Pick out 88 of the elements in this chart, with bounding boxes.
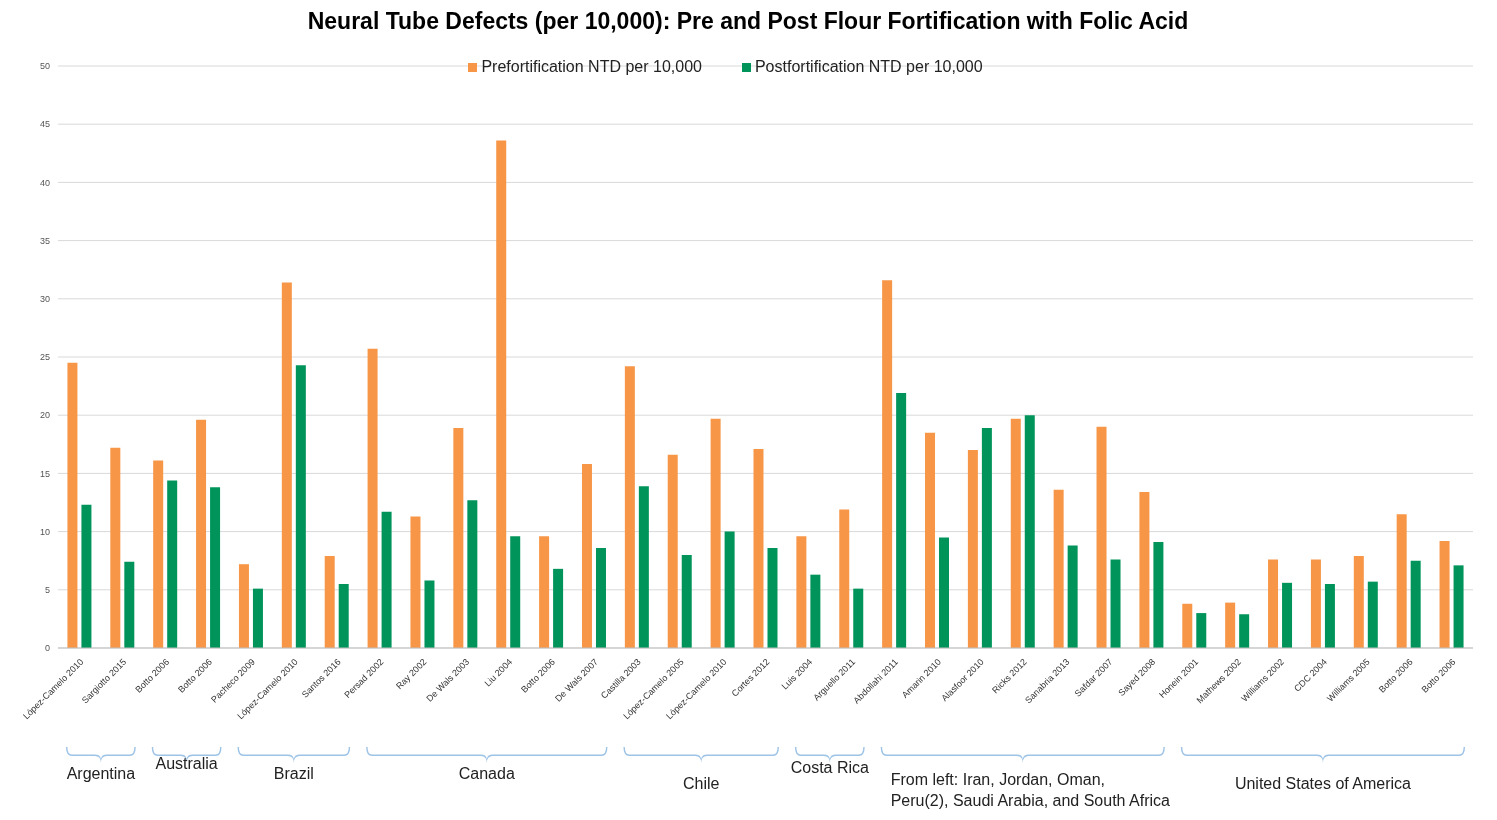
bar xyxy=(1396,514,1407,648)
bar xyxy=(1110,559,1121,648)
y-tick-label: 50 xyxy=(39,61,50,72)
y-tick-label: 45 xyxy=(39,119,50,130)
text: Costa Rica xyxy=(790,759,870,776)
bar xyxy=(1453,565,1464,648)
bar xyxy=(767,547,778,648)
text: Argentina xyxy=(66,765,136,782)
bar xyxy=(1324,583,1335,648)
y-tick-label: 40 xyxy=(39,177,50,188)
y-tick-label: 0 xyxy=(44,643,50,654)
bar xyxy=(810,574,821,648)
bar xyxy=(1053,489,1064,648)
bar xyxy=(882,280,893,648)
bar xyxy=(1010,418,1021,648)
text: Australia xyxy=(155,755,218,772)
y-tick-label: 25 xyxy=(39,352,50,363)
bar xyxy=(124,561,135,648)
bar xyxy=(338,583,349,648)
bar xyxy=(110,447,121,648)
bar xyxy=(324,556,335,648)
text: From left: Iran, Jordan, Oman, Peru(2), Saudi Arabia, and South Africa xyxy=(890,771,1171,809)
bar xyxy=(367,348,378,648)
bar xyxy=(496,140,507,648)
bar xyxy=(238,564,249,648)
bar xyxy=(81,504,92,648)
bar xyxy=(381,511,392,648)
bar xyxy=(424,580,435,648)
bar xyxy=(295,365,306,648)
bar xyxy=(1239,614,1250,648)
bar xyxy=(710,418,721,648)
bar xyxy=(196,419,207,648)
bar xyxy=(853,588,864,648)
bar xyxy=(281,282,292,648)
bar xyxy=(1410,560,1421,648)
bar xyxy=(939,537,950,648)
y-tick-label: 15 xyxy=(39,468,50,479)
bar xyxy=(539,536,550,648)
bar xyxy=(1310,559,1321,648)
bar xyxy=(1067,545,1078,648)
bar xyxy=(453,428,464,648)
bar xyxy=(1439,540,1450,648)
bar xyxy=(667,454,678,648)
bar xyxy=(1268,559,1279,648)
bar xyxy=(981,428,992,648)
bar xyxy=(681,554,692,648)
bar xyxy=(967,450,978,648)
bar xyxy=(510,536,521,648)
text: Canada xyxy=(458,765,515,782)
bar xyxy=(167,480,178,648)
legend-label: Prefortification NTD per 10,000 xyxy=(481,58,702,75)
bar xyxy=(1225,602,1236,648)
legend-label: Postfortification NTD per 10,000 xyxy=(754,58,983,75)
bar xyxy=(1096,426,1107,648)
bar xyxy=(210,487,221,648)
bar xyxy=(1282,582,1293,648)
text: Chile xyxy=(682,775,720,792)
bar xyxy=(153,460,164,648)
y-tick-label: 20 xyxy=(39,410,50,421)
bar xyxy=(624,366,635,648)
text: United States of America xyxy=(1234,775,1412,792)
bar xyxy=(553,568,564,648)
bar xyxy=(252,588,263,648)
bar xyxy=(67,362,78,648)
bar xyxy=(581,464,592,648)
bar xyxy=(839,509,850,648)
text: Brazil xyxy=(273,765,314,782)
bar xyxy=(796,536,807,648)
y-tick-label: 35 xyxy=(39,235,50,246)
bar xyxy=(595,547,606,648)
y-tick-label: 5 xyxy=(44,584,50,595)
bar xyxy=(753,448,764,648)
bar xyxy=(1196,613,1207,648)
bar xyxy=(1353,556,1364,648)
chart-title: Neural Tube Defects (per 10,000): Pre and Post Flour Fortification with Folic Acid xyxy=(306,8,1190,36)
bar xyxy=(1024,415,1035,648)
y-tick-label: 30 xyxy=(39,293,50,304)
bar xyxy=(1367,581,1378,648)
bar xyxy=(1153,542,1164,648)
bar xyxy=(467,500,478,648)
y-tick-label: 10 xyxy=(39,526,50,537)
bar xyxy=(1182,603,1193,648)
bar xyxy=(724,531,735,648)
bar xyxy=(410,516,421,648)
bar xyxy=(896,393,907,648)
bar xyxy=(1139,492,1150,648)
bar xyxy=(925,432,936,648)
bar xyxy=(638,486,649,648)
